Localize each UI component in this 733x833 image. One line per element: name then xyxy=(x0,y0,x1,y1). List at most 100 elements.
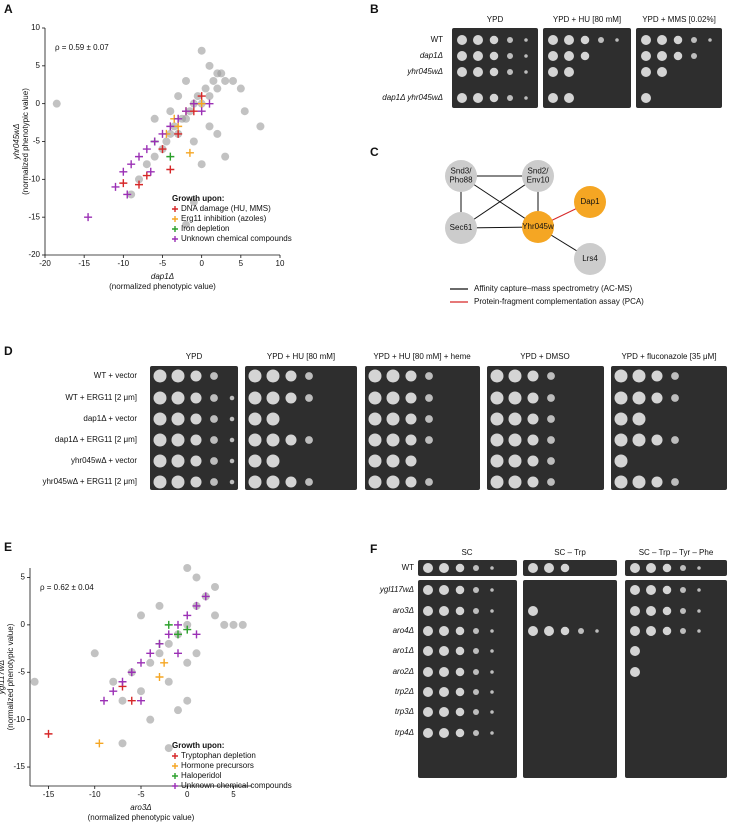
colony-spot xyxy=(630,585,640,595)
colony-spot xyxy=(691,53,697,59)
plate xyxy=(365,366,480,490)
plate xyxy=(543,28,631,108)
colony-spot xyxy=(248,369,262,383)
colony-spot xyxy=(671,436,679,444)
colony-spot xyxy=(524,96,528,100)
network-node xyxy=(574,243,606,275)
scatter-point xyxy=(146,649,155,658)
colony-spot xyxy=(423,626,433,636)
scatter-point xyxy=(183,625,192,634)
x-tick-label: -10 xyxy=(118,259,130,268)
colony-spot xyxy=(266,475,280,489)
colony-spot xyxy=(632,369,646,383)
colony-spot xyxy=(547,457,555,465)
network-node xyxy=(522,211,554,243)
colony-spot xyxy=(405,434,417,446)
colony-spot xyxy=(508,454,522,468)
colony-spot xyxy=(564,67,574,77)
colony-spot xyxy=(662,585,672,595)
scatter-point xyxy=(240,107,249,116)
scatter-point xyxy=(150,114,159,123)
scatter-point xyxy=(209,76,218,85)
x-tick-label: -15 xyxy=(43,790,55,799)
colony-spot xyxy=(229,479,235,485)
colony-spot xyxy=(524,38,528,42)
scatter-point xyxy=(182,114,190,123)
legend-marker xyxy=(172,206,178,212)
colony-spot xyxy=(651,370,663,382)
colony-spot xyxy=(490,454,504,468)
scatter-point xyxy=(201,592,210,601)
colony-spot xyxy=(560,563,570,573)
colony-spot xyxy=(423,707,433,717)
colony-spot xyxy=(646,563,656,573)
column-header: SC xyxy=(461,548,472,557)
scatter-point xyxy=(90,649,99,658)
colony-spot xyxy=(285,476,297,488)
colony-spot xyxy=(630,563,640,573)
scatter-point xyxy=(84,213,93,222)
colony-spot xyxy=(455,667,465,677)
y-tick-label: -5 xyxy=(33,137,41,146)
colony-spot xyxy=(171,391,185,405)
colony-spot xyxy=(439,606,449,616)
scatter-point xyxy=(197,92,206,101)
scatter-point xyxy=(155,639,164,648)
scatter-point xyxy=(189,137,198,146)
row-label: trp3Δ xyxy=(395,707,414,716)
colony-spot xyxy=(423,563,433,573)
scatter-point xyxy=(44,729,53,738)
plate xyxy=(418,580,517,778)
colony-spot xyxy=(473,565,479,571)
colony-spot xyxy=(285,370,297,382)
scatter-point xyxy=(205,92,214,101)
legend-label: Haloperidol xyxy=(181,771,222,780)
scatter-point xyxy=(100,696,108,705)
y-tick-label: 0 xyxy=(21,620,26,629)
colony-spot xyxy=(527,476,539,488)
colony-spot xyxy=(527,370,539,382)
colony-spot xyxy=(473,689,479,695)
colony-spot xyxy=(490,369,504,383)
colony-spot xyxy=(662,606,672,616)
scatter-point xyxy=(192,649,201,658)
colony-spot xyxy=(473,648,479,654)
colony-spot xyxy=(423,585,433,595)
scatter-point xyxy=(174,122,183,131)
node-label: Lrs4 xyxy=(582,254,598,263)
colony-spot xyxy=(507,37,513,43)
scatter-point xyxy=(192,573,201,582)
colony-spot xyxy=(508,475,522,489)
panel-letter: F xyxy=(370,542,377,556)
scatter-point xyxy=(174,706,182,715)
scatter-point xyxy=(109,687,118,696)
scatter-point xyxy=(166,122,175,131)
colony-spot xyxy=(305,478,313,486)
colony-spot xyxy=(455,646,465,656)
colony-spot xyxy=(439,667,449,677)
colony-spot xyxy=(527,392,539,404)
scatter-point xyxy=(238,620,247,629)
colony-spot xyxy=(210,457,218,465)
colony-spot xyxy=(210,478,218,486)
node-label: Sec61 xyxy=(450,223,473,232)
colony-spot xyxy=(630,606,640,616)
colony-spot xyxy=(457,35,467,45)
scatter-point xyxy=(185,148,194,157)
scatter-point xyxy=(150,137,159,146)
x-tick-label: -5 xyxy=(137,790,145,799)
y-axis-label: ygl117wΔ xyxy=(0,660,6,695)
colony-spot xyxy=(646,626,656,636)
colony-spot xyxy=(386,454,400,468)
colony-spot xyxy=(425,394,433,402)
row-label: WT xyxy=(431,35,444,44)
colony-spot xyxy=(457,67,467,77)
legend-label: DNA damage (HU, MMS) xyxy=(181,204,271,213)
x-tick-label: -5 xyxy=(159,259,167,268)
colony-spot xyxy=(691,37,697,43)
colony-spot xyxy=(657,35,667,45)
annotation: ρ = 0.62 ± 0.04 xyxy=(40,583,94,592)
panel-letter: B xyxy=(370,2,379,16)
scatter-point xyxy=(119,179,128,188)
